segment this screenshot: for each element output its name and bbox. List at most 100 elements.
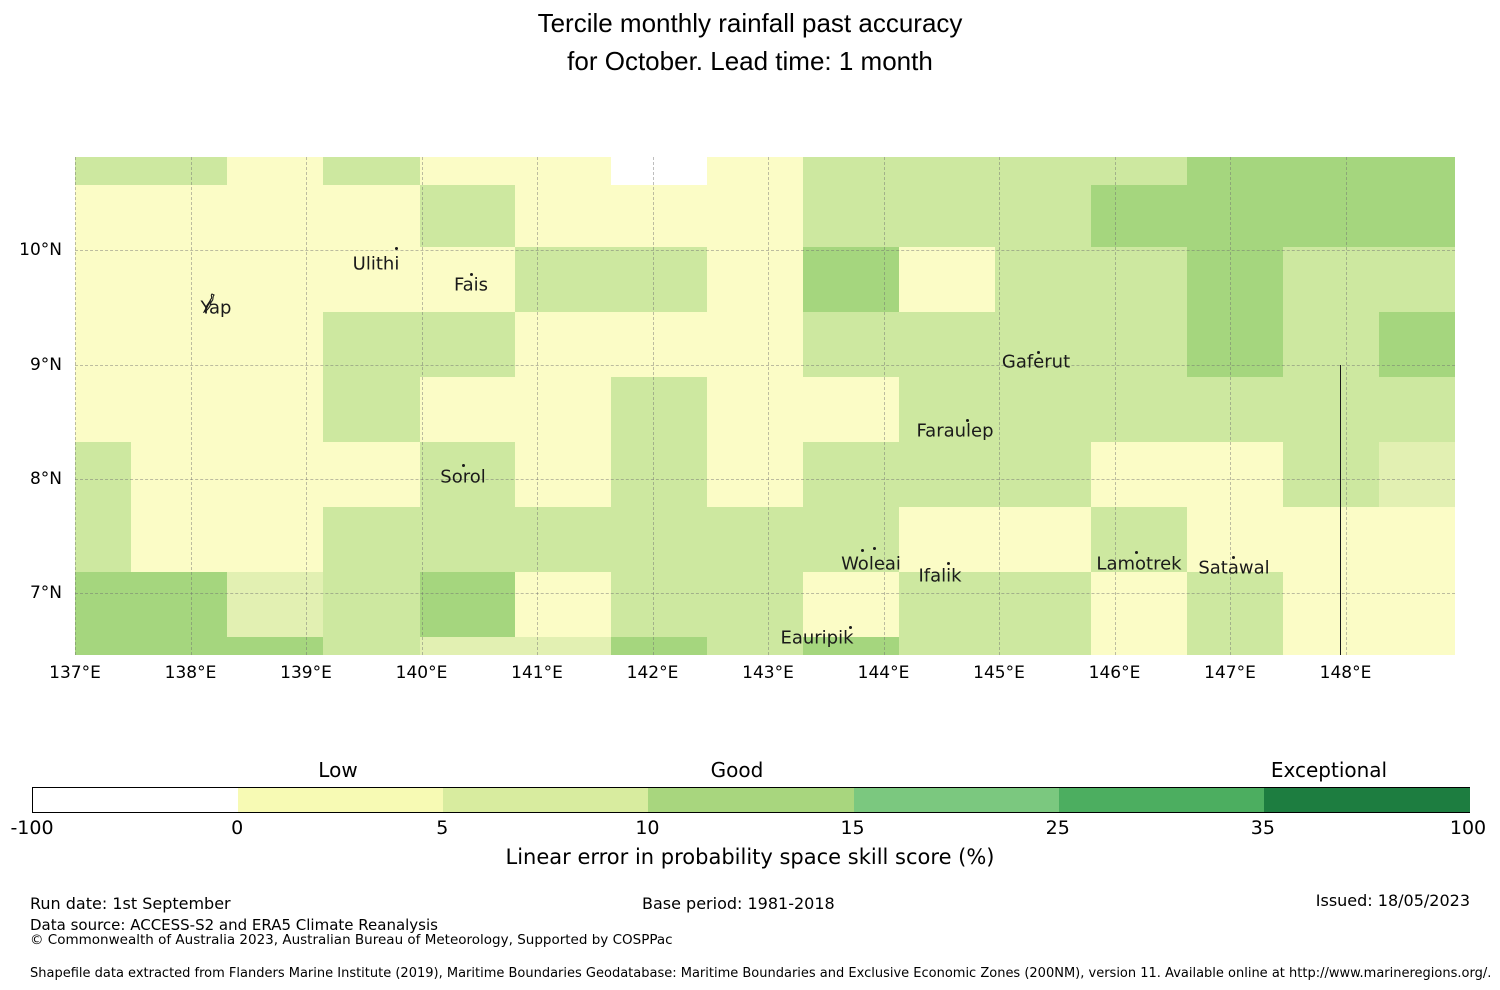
meridian-gridline (190, 157, 192, 655)
grid-cell (420, 312, 515, 377)
grid-cell (1187, 247, 1283, 312)
grid-cell (1091, 185, 1187, 247)
grid-cell (1187, 442, 1283, 507)
colorbar (32, 787, 1470, 813)
grid-cell (707, 185, 803, 247)
y-tick-label: 7°N (29, 583, 62, 603)
grid-cell (899, 157, 995, 185)
grid-cell (323, 377, 420, 442)
grid-cell (1283, 637, 1379, 655)
x-tick-label: 140°E (395, 663, 448, 683)
grid-cell (995, 637, 1091, 655)
island-label-woleai: Woleai (841, 553, 901, 575)
grid-cell (131, 377, 227, 442)
grid-cell (899, 637, 995, 655)
grid-cell (707, 312, 803, 377)
grid-cell (1379, 377, 1455, 442)
grid-cell (515, 442, 611, 507)
grid-cell (515, 185, 611, 247)
grid-cell (1091, 157, 1187, 185)
island-marker-dot (873, 547, 876, 550)
island-marker-dot (462, 464, 465, 467)
colorbar-tick-label: 15 (840, 817, 865, 839)
grid-cell (707, 507, 803, 572)
grid-cell (515, 572, 611, 637)
island-marker-dot (947, 562, 950, 565)
grid-cell (803, 442, 899, 507)
grid-cell (75, 312, 131, 377)
title-line-1: Tercile monthly rainfall past accuracy (537, 8, 963, 38)
x-tick-label: 143°E (742, 663, 794, 683)
island-marker-dot (470, 273, 473, 276)
grid-cell (515, 157, 611, 185)
grid-cell (1283, 377, 1379, 442)
grid-cell (420, 442, 515, 507)
grid-cell (131, 185, 227, 247)
grid-cell (75, 572, 131, 637)
grid-cell (1187, 507, 1283, 572)
x-tick-label: 138°E (164, 663, 217, 683)
meridian-gridline (1230, 157, 1231, 655)
grid-cell (75, 637, 131, 655)
colorbar-region-label-low: Low (318, 758, 358, 782)
island-marker-dot (395, 247, 398, 250)
island-label-lamotrek: Lamotrek (1096, 553, 1182, 575)
grid-cell (131, 507, 227, 572)
island-label-ifalik: Ifalik (918, 565, 962, 587)
grid-cell (1379, 507, 1455, 572)
grid-cell (1379, 247, 1455, 312)
grid-cell (1187, 185, 1283, 247)
footer-data-source: Data source: ACCESS-S2 and ERA5 Climate … (30, 916, 438, 934)
grid-cell (131, 637, 227, 655)
island-label-gaferut: Gaferut (1001, 351, 1071, 373)
island-label-yap: Yap (200, 297, 232, 319)
grid-cell (75, 507, 131, 572)
grid-cell (515, 247, 611, 312)
grid-cell (1187, 377, 1283, 442)
grid-cell (227, 377, 323, 442)
grid-cell (803, 247, 899, 312)
meridian-gridline (652, 157, 654, 655)
grid-cell (1091, 312, 1187, 377)
grid-cell (1283, 442, 1379, 507)
grid-cell (995, 247, 1091, 312)
x-tick-label: 139°E (280, 663, 332, 683)
grid-cell (803, 507, 899, 572)
colorbar-segment (1058, 788, 1265, 812)
island-label-satawal: Satawal (1198, 557, 1270, 579)
figure-title: Tercile monthly rainfall past accuracy f… (0, 4, 1500, 80)
x-tick-label: 145°E (973, 663, 1025, 683)
x-tick-label: 137°E (49, 663, 101, 683)
grid-cell (227, 157, 323, 185)
colorbar-segment (1263, 788, 1470, 812)
grid-cell (1379, 157, 1455, 185)
grid-cell (1283, 247, 1379, 312)
grid-cell (323, 247, 420, 312)
grid-cell (995, 507, 1091, 572)
grid-cell (131, 247, 227, 312)
grid-cell (707, 377, 803, 442)
grid-cell (995, 157, 1091, 185)
grid-cell (611, 442, 707, 507)
grid-cell (515, 377, 611, 442)
x-tick-label: 148°E (1319, 663, 1372, 683)
colorbar-tick-label: 35 (1250, 817, 1275, 839)
grid-cell (1283, 572, 1379, 637)
footer-issued: Issued: 18/05/2023 (1315, 891, 1470, 910)
grid-cell (420, 637, 515, 655)
footer-run-date: Run date: 1st September (30, 894, 231, 913)
x-tick-label: 144°E (857, 663, 910, 683)
meridian-gridline (1345, 157, 1347, 655)
footer-copyright: © Commonwealth of Australia 2023, Austra… (30, 932, 673, 948)
island-marker-dot (966, 419, 969, 422)
colorbar-segment (238, 788, 445, 812)
grid-cell (995, 185, 1091, 247)
island-marker-dot (1232, 556, 1235, 559)
grid-cell (899, 185, 995, 247)
grid-cell (1187, 637, 1283, 655)
grid-cell (899, 377, 995, 442)
grid-cell (75, 157, 131, 185)
grid-cell (227, 637, 323, 655)
grid-cell (899, 507, 995, 572)
